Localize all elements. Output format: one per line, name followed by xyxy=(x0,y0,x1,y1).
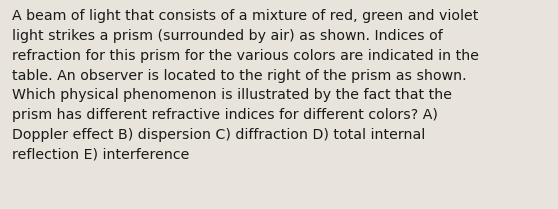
Text: A beam of light that consists of a mixture of red, green and violet
light strike: A beam of light that consists of a mixtu… xyxy=(12,9,479,161)
